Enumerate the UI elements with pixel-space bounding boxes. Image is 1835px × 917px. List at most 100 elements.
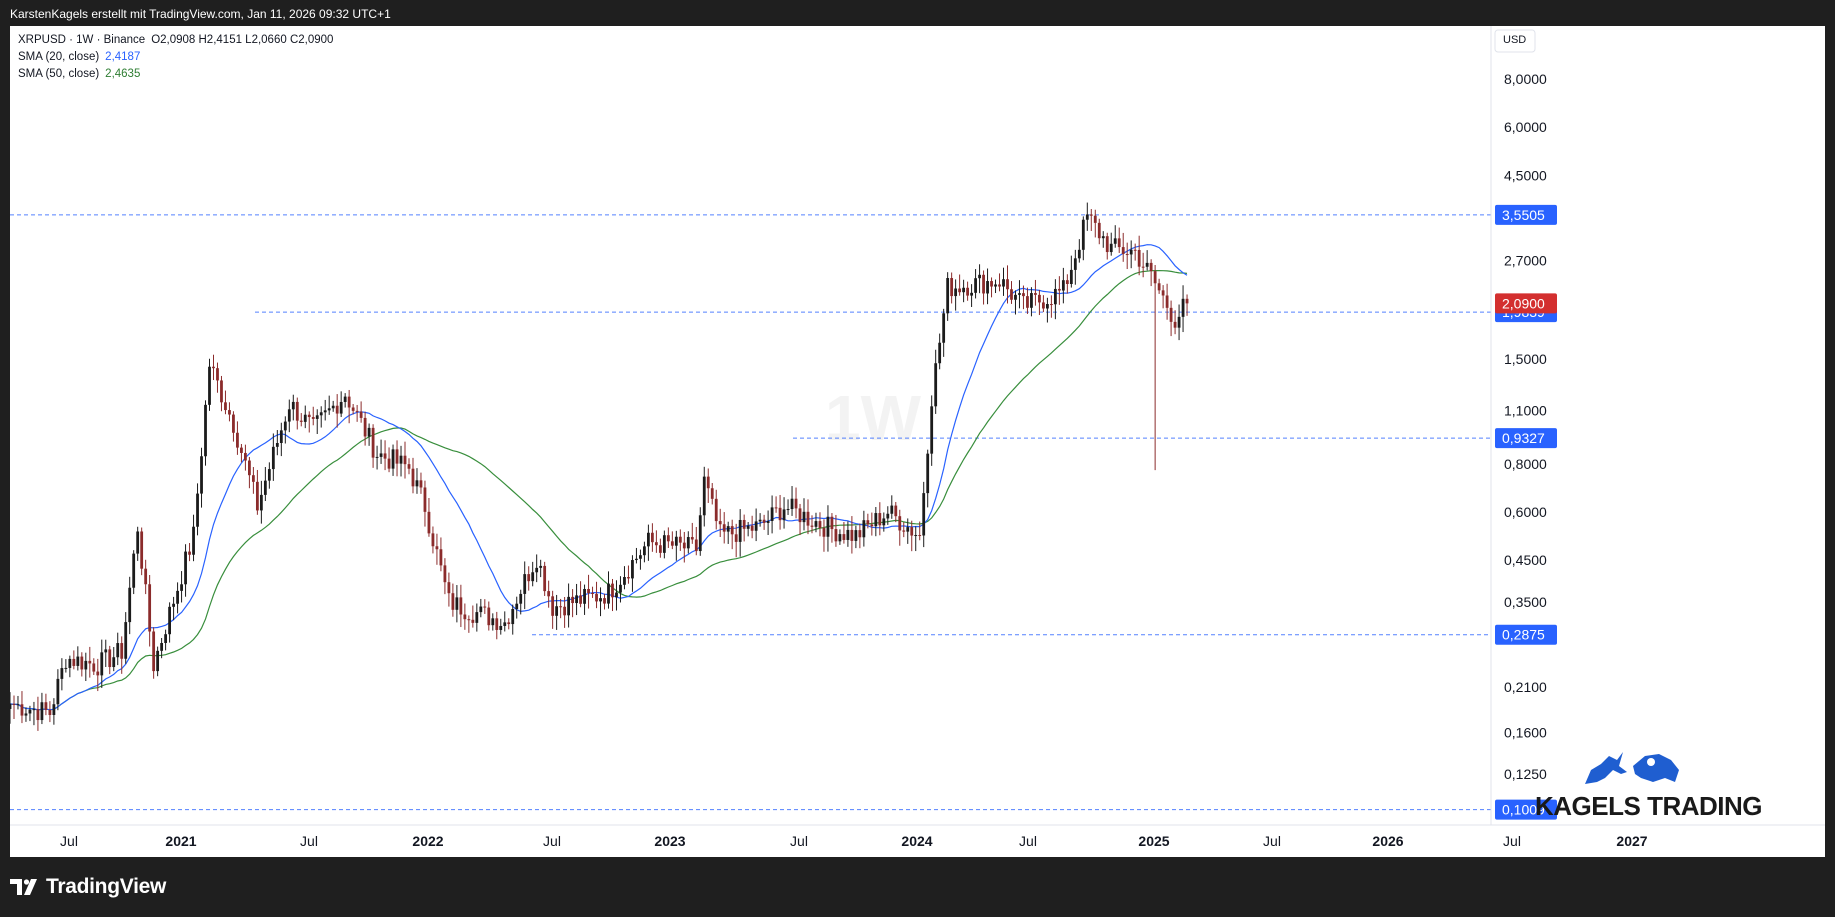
candle-body (579, 595, 582, 604)
candle-body (200, 456, 203, 494)
sma50-line (10, 270, 1188, 711)
time-tick-label: Jul (790, 833, 808, 849)
candle-body (794, 498, 798, 509)
candle-body (491, 618, 495, 626)
candle-body (487, 607, 491, 626)
candle-body (1145, 262, 1149, 267)
candle-body (914, 535, 918, 537)
sma20-path (10, 244, 1188, 711)
candle-body (375, 456, 379, 458)
candle-body (1026, 296, 1029, 308)
candle-body (615, 592, 618, 598)
candle-body (662, 535, 666, 553)
candle-body (1149, 262, 1153, 272)
time-tick-label: 2025 (1138, 833, 1169, 849)
candle-body (251, 475, 255, 482)
candle-body (902, 530, 906, 532)
time-axis: Jul 2021 Jul 2022 Jul 2023 Jul 2024 Jul 2025 Jul 20… (60, 833, 1648, 849)
time-tick-label: 2023 (654, 833, 685, 849)
candle-body (96, 671, 100, 676)
candle-body (1097, 222, 1101, 239)
legend-sma50-label[interactable]: SMA (50, close) (18, 68, 100, 80)
legend-symbol[interactable]: XRPUSD · 1W · Binance (18, 34, 146, 46)
candle-body (92, 663, 96, 672)
time-tick-label: Jul (60, 833, 78, 849)
candle-body (686, 537, 690, 549)
candle-body (802, 511, 806, 523)
price-tick-label: 6,0000 (1504, 119, 1547, 135)
candle-body (335, 405, 339, 414)
candle-body (866, 520, 870, 525)
candle-body (862, 520, 866, 538)
candle-body (255, 481, 259, 511)
chart-area[interactable]: 1W XRPUSD · 1W · Binance O2,0908 H2,4151… (10, 26, 1825, 857)
candle-body (311, 417, 315, 419)
candle-body (1137, 250, 1141, 267)
currency-button (1494, 29, 1536, 53)
candle-body (1185, 298, 1189, 304)
candle-body (471, 619, 475, 623)
candle-body (822, 527, 826, 537)
candle-body (495, 618, 499, 630)
candle-body (798, 508, 802, 523)
candle-body (343, 396, 347, 402)
price-chart[interactable]: Jul 2021 Jul 2022 Jul 2023 Jul 2024 Jul 2025 Jul 20… (10, 26, 1825, 857)
candle-body (244, 452, 247, 461)
candle-body (575, 595, 578, 604)
time-tick-label: Jul (300, 833, 318, 849)
last-price-tag-bg (1495, 293, 1557, 314)
candle-body (383, 453, 387, 459)
candle-body (419, 480, 423, 488)
candle-body (451, 593, 455, 610)
candle-body (591, 593, 594, 595)
candles (10, 202, 1189, 731)
candle-body (1065, 280, 1069, 284)
candle-body (650, 532, 654, 543)
candle-body (539, 565, 543, 568)
tradingview-logo[interactable]: TradingView (10, 875, 166, 899)
candle-body (347, 396, 351, 408)
candle-body (990, 281, 993, 287)
candle-body (415, 480, 419, 487)
candle-body (1105, 236, 1109, 253)
candle-body (910, 527, 914, 536)
candle-body (387, 458, 391, 469)
chart-legend: XRPUSD · 1W · Binance O2,0908 H2,4151 L2… (18, 32, 333, 83)
candle-body (814, 521, 818, 527)
candle-body (854, 530, 858, 541)
candle-body (838, 534, 842, 542)
candle-body (168, 606, 171, 635)
candle-body (970, 292, 973, 296)
time-tick-label: Jul (543, 833, 561, 849)
candle-body (232, 414, 235, 433)
candle-body (830, 516, 834, 530)
candle-body (407, 464, 411, 469)
candle-body (411, 468, 415, 487)
candle-body (128, 587, 132, 623)
candle-body (690, 537, 694, 540)
candle-body (850, 529, 854, 541)
level-price-tag-bg (1495, 204, 1557, 225)
candle-body (826, 516, 830, 537)
candle-body (371, 427, 375, 458)
candle-body (627, 577, 630, 579)
candle-body (60, 668, 64, 679)
candle-body (1101, 236, 1105, 239)
price-tick-label: 0,3500 (1504, 594, 1547, 610)
candle-body (1018, 293, 1021, 295)
candle-body (319, 412, 323, 416)
candle-body (16, 704, 20, 706)
candle-body (275, 442, 279, 447)
candle-body (918, 535, 922, 537)
legend-sma20-label[interactable]: SMA (20, close) (18, 51, 100, 63)
candle-body (28, 709, 32, 714)
candle-body (551, 596, 555, 616)
candle-body (894, 505, 898, 517)
candle-body (674, 536, 678, 546)
candle-body (726, 526, 730, 532)
candle-body (958, 288, 962, 293)
candle-body (391, 449, 395, 469)
candle-body (164, 634, 168, 643)
candle-body (1161, 290, 1165, 296)
candle-body (32, 709, 36, 711)
